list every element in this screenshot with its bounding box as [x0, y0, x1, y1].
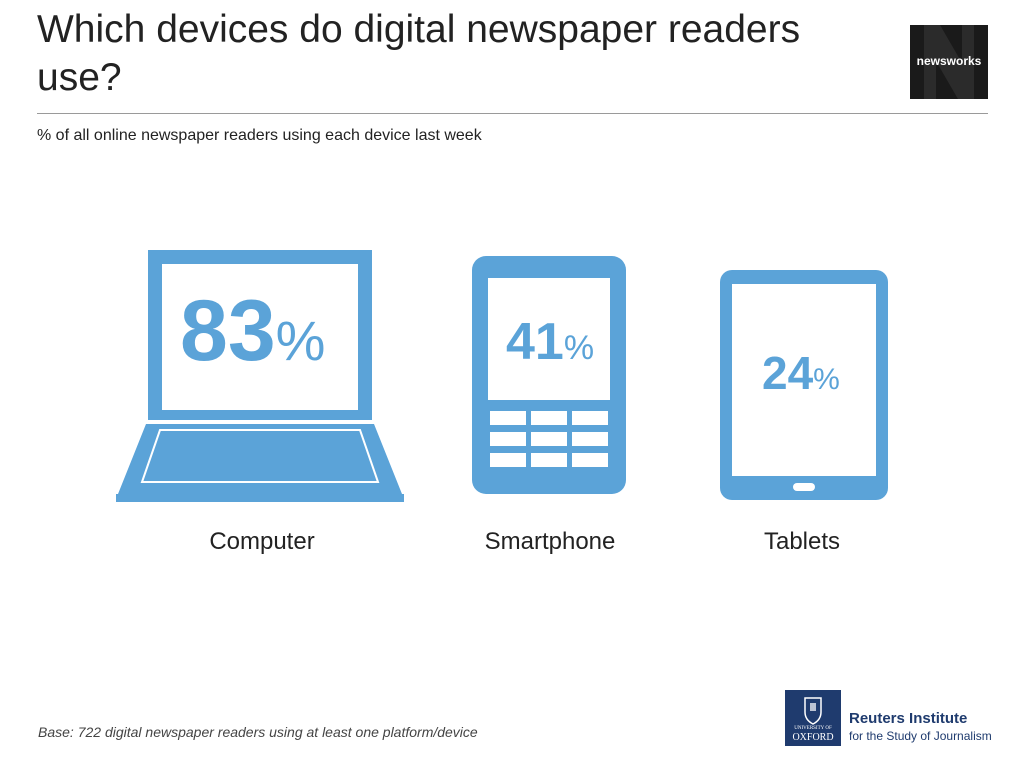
category-label-tablets: Tablets — [763, 528, 841, 555]
value-smartphone: 41 — [506, 313, 564, 371]
oxford-crest-icon — [804, 697, 822, 725]
newsworks-logo: newsworks — [910, 25, 988, 99]
base-note: Base: 722 digital newspaper readers usin… — [38, 724, 478, 740]
percent-sign-tablets: % — [813, 363, 840, 396]
percent-sign-computer: % — [275, 309, 326, 372]
value-computer: 83 — [180, 283, 276, 379]
data-label-smartphone: 41% — [506, 316, 594, 368]
smartphone-icon — [472, 256, 626, 494]
category-label-computer: Computer — [209, 528, 315, 555]
percent-sign-smartphone: % — [563, 329, 595, 367]
chart-subtitle: % of all online newspaper readers using … — [37, 127, 482, 144]
category-label-smartphone: Smartphone — [484, 528, 616, 555]
oxford-crest: UNIVERSITY OF OXFORD — [785, 690, 841, 746]
reuters-institute-logo: UNIVERSITY OF OXFORD Reuters Institute f… — [785, 690, 995, 746]
university-of-text: UNIVERSITY OF — [794, 726, 832, 731]
newsworks-logo-text: newsworks — [917, 54, 982, 68]
data-label-tablets: 24% — [762, 350, 840, 396]
divider — [37, 113, 988, 114]
tablet-icon — [720, 270, 888, 500]
laptop-icon — [116, 250, 404, 502]
oxford-text: OXFORD — [792, 732, 834, 743]
institute-subtitle: for the Study of Journalism — [849, 729, 992, 743]
value-tablets: 24 — [762, 347, 814, 399]
institute-name: Reuters Institute — [849, 710, 968, 727]
data-label-computer: 83% — [180, 288, 325, 374]
page-title: Which devices do digital newspaper reade… — [37, 8, 801, 99]
